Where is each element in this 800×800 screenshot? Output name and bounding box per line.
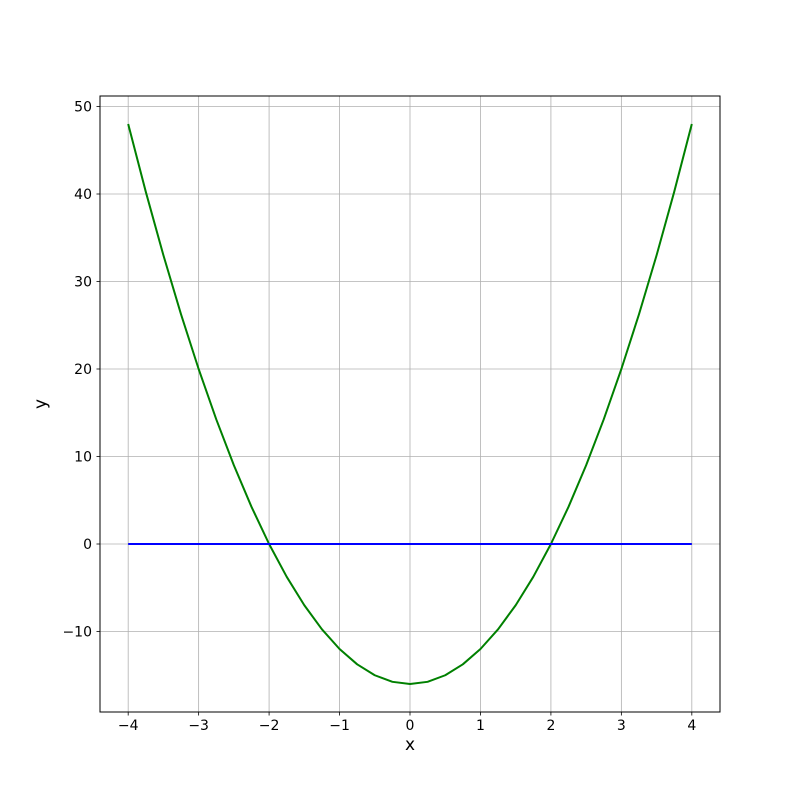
y-tick-label: 40 bbox=[74, 187, 92, 203]
x-tick-label: −3 bbox=[188, 718, 209, 734]
x-tick-label: 1 bbox=[476, 718, 485, 734]
x-tick-label: −2 bbox=[259, 718, 280, 734]
x-tick-label: −4 bbox=[118, 718, 139, 734]
y-tick-label: 10 bbox=[74, 449, 92, 465]
parabola-line bbox=[127, 123, 693, 685]
y-axis-label: y bbox=[31, 399, 51, 409]
x-tick-label: −1 bbox=[329, 718, 350, 734]
y-tick-label: 0 bbox=[83, 537, 92, 553]
y-tick-label: 50 bbox=[74, 99, 92, 115]
x-tick-label: 2 bbox=[546, 718, 555, 734]
x-tick-label: 3 bbox=[617, 718, 626, 734]
y-tick-label: 20 bbox=[74, 362, 92, 378]
x-tick-label: 0 bbox=[406, 718, 415, 734]
x-tick-label: 4 bbox=[687, 718, 696, 734]
y-tick-label: −10 bbox=[62, 624, 92, 640]
y-tick-label: 30 bbox=[74, 274, 92, 290]
x-axis-label: x bbox=[405, 735, 415, 755]
